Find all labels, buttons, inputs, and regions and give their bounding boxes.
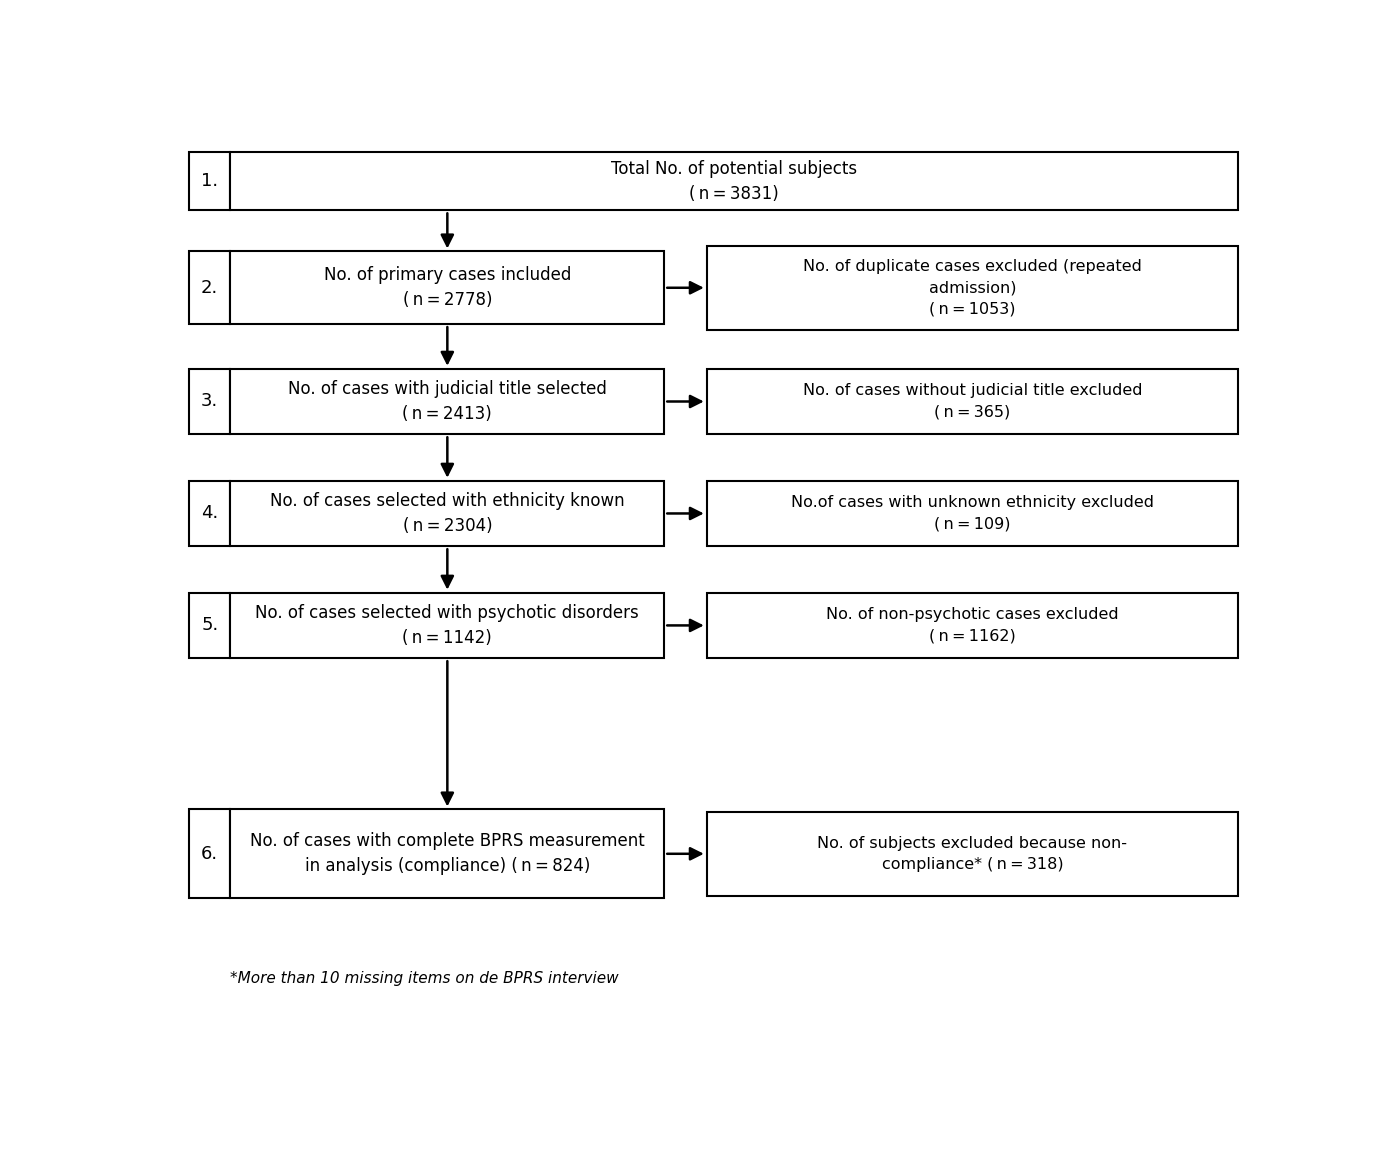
Text: No. of cases without judicial title excluded
( n = 365): No. of cases without judicial title excl… [802,383,1142,420]
Text: No. of cases selected with psychotic disorders
( n = 1142): No. of cases selected with psychotic dis… [255,604,640,647]
Bar [189,809,231,898]
Text: 4.: 4. [202,504,218,523]
Bar [189,480,231,546]
Bar [189,592,231,658]
Bar [231,480,665,546]
Bar [231,368,665,434]
Text: 1.: 1. [202,172,218,190]
Bar [707,480,1238,546]
Bar [707,246,1238,330]
Bar [189,252,231,324]
Bar [189,368,231,434]
Bar [231,252,665,324]
Bar [231,592,665,658]
Text: 2.: 2. [202,279,218,297]
Text: No. of cases selected with ethnicity known
( n = 2304): No. of cases selected with ethnicity kno… [270,492,624,535]
Bar [707,368,1238,434]
Text: 3.: 3. [202,392,218,411]
Bar [189,152,231,210]
Text: 5.: 5. [202,616,218,635]
Text: Total No. of potential subjects
( n = 3831): Total No. of potential subjects ( n = 38… [612,159,857,203]
Bar [231,152,1238,210]
Text: No. of duplicate cases excluded (repeated
admission)
( n = 1053): No. of duplicate cases excluded (repeate… [804,260,1142,316]
Bar [707,811,1238,896]
Text: No. of primary cases included
( n = 2778): No. of primary cases included ( n = 2778… [323,267,571,309]
Text: No. of cases with judicial title selected
( n = 2413): No. of cases with judicial title selecte… [288,380,606,424]
Text: No.of cases with unknown ethnicity excluded
( n = 109): No.of cases with unknown ethnicity exclu… [791,495,1154,532]
Text: No. of subjects excluded because non-
compliance* ( n = 318): No. of subjects excluded because non- co… [818,835,1127,871]
Text: 6.: 6. [202,845,218,863]
Bar [707,592,1238,658]
Text: No. of non-psychotic cases excluded
( n = 1162): No. of non-psychotic cases excluded ( n … [826,607,1119,644]
Text: *More than 10 missing items on de BPRS interview: *More than 10 missing items on de BPRS i… [231,971,619,986]
Bar [231,809,665,898]
Text: No. of cases with complete BPRS measurement
in analysis (compliance) ( n = 824): No. of cases with complete BPRS measurem… [251,832,645,875]
